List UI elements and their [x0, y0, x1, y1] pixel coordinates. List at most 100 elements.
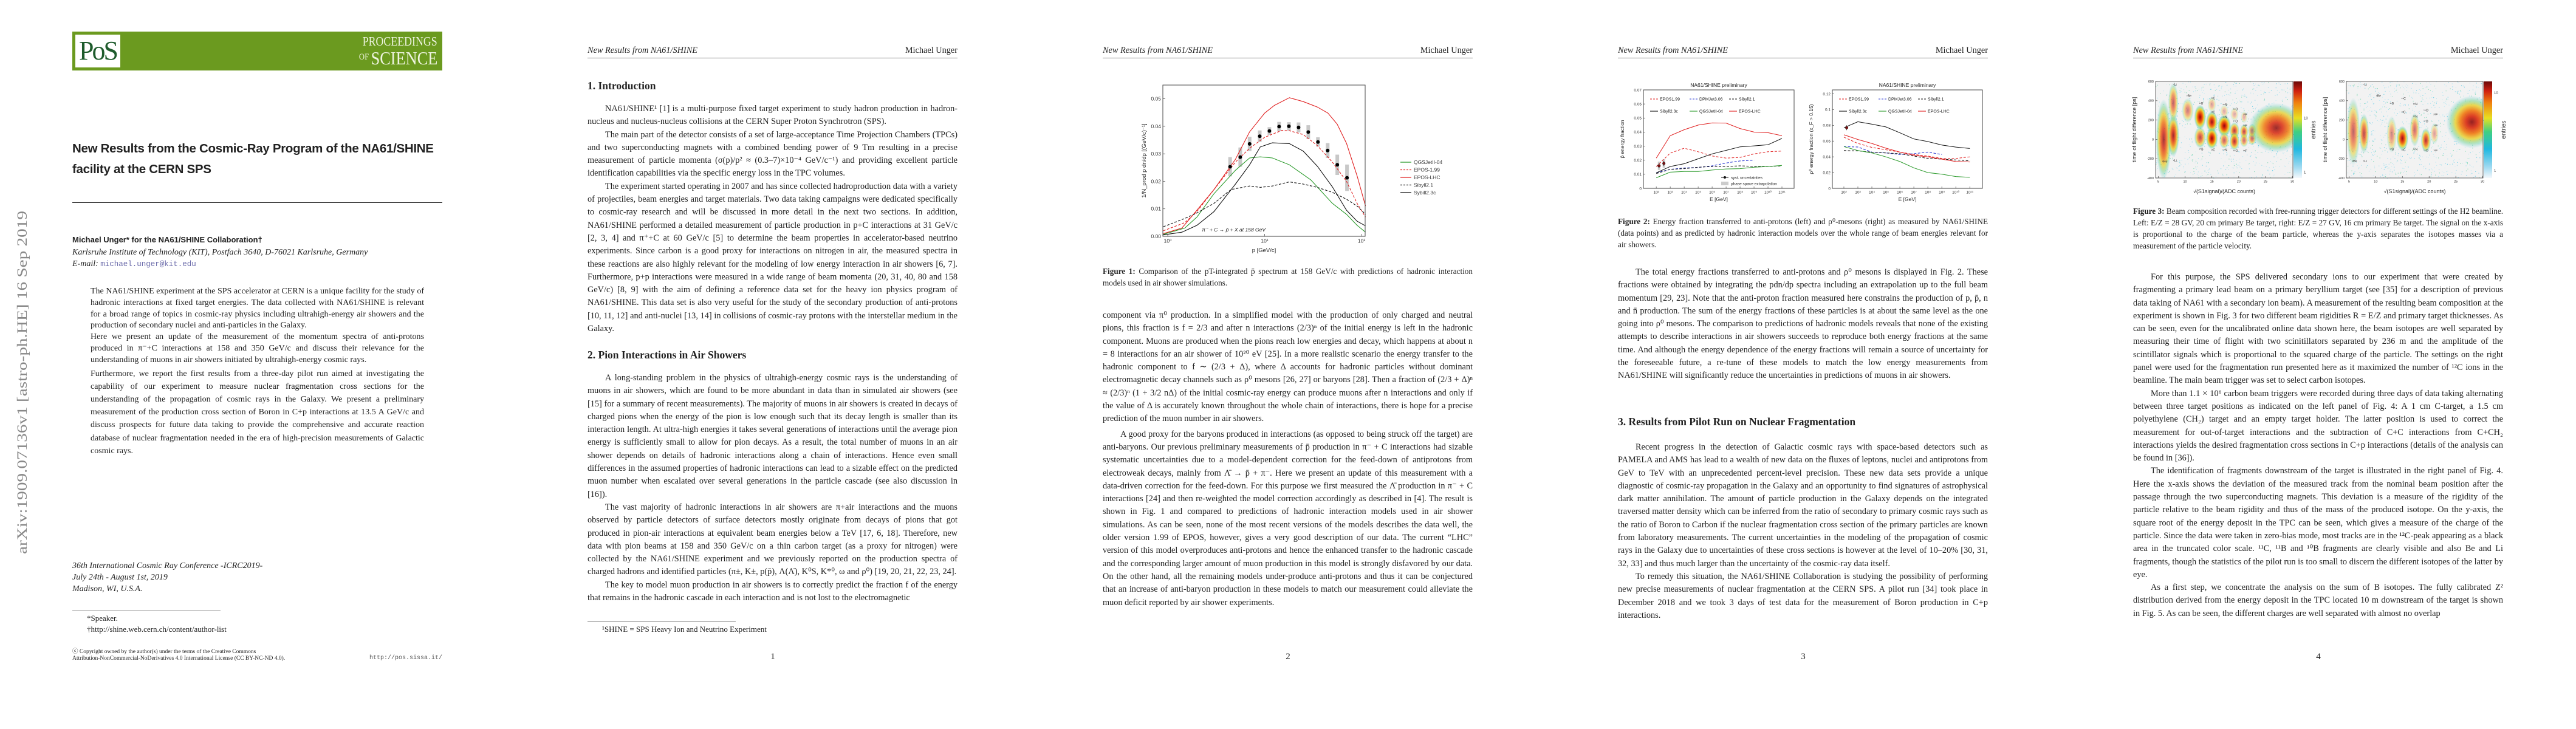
histogram-bin [2222, 174, 2224, 176]
logo-proceedings: PROCEEDINGS [363, 34, 437, 49]
histogram-bin [2371, 159, 2372, 160]
histogram-bin [2252, 106, 2253, 107]
colorbar [2293, 81, 2302, 178]
histogram-bin [2281, 89, 2283, 91]
series-line-epos-lhc [1163, 97, 1366, 234]
isotope-cluster [2230, 107, 2239, 122]
histogram-bin [2433, 104, 2434, 106]
histogram-bin [2207, 111, 2208, 112]
histogram-bin [2257, 104, 2258, 106]
conference-name: 36th International Cosmic Ray Conference… [72, 561, 263, 570]
histogram-bin [2403, 81, 2405, 83]
histogram-bin [2436, 103, 2437, 104]
histogram-bin [2429, 163, 2430, 165]
histogram-bin [2435, 152, 2436, 153]
histogram-bin [2258, 84, 2259, 86]
histogram-bin [2380, 135, 2381, 136]
histogram-bin [2476, 157, 2478, 158]
histogram-bin [2371, 152, 2372, 154]
histogram-bin [2456, 151, 2458, 152]
y-tick-label: -200 [2147, 157, 2154, 161]
series-line-epos-lhc [1656, 122, 1783, 159]
running-head-title: New Results from NA61/SHINE [2133, 46, 2243, 55]
histogram-bin [2372, 149, 2373, 150]
caption-label: Figure 2: [1618, 217, 1650, 226]
histogram-bin [2401, 160, 2402, 162]
page-3: New Results from NA61/SHINE Michael Unge… [1030, 0, 1546, 729]
histogram-bin [2409, 123, 2410, 125]
pos-url-link[interactable]: http://pos.sissa.it/ [369, 655, 442, 662]
histogram-bin [2253, 111, 2254, 112]
histogram-bin [2382, 106, 2383, 108]
histogram-bin [2249, 168, 2250, 169]
footnote-author-list-link[interactable]: †http://shine.web.cern.ch/content/author… [87, 625, 227, 634]
email-link[interactable]: michael.unger@kit.edu [100, 260, 196, 269]
histogram-bin [2202, 156, 2204, 157]
arxiv-stamp[interactable]: arXiv:1909.07136v1 [astro-ph.HE] 16 Sep … [9, 207, 33, 559]
histogram-bin [2354, 84, 2355, 86]
arxiv-id[interactable]: arXiv:1909.07136v1 [astro-ph.HE] 16 Sep … [15, 211, 30, 554]
histogram-bin [2368, 95, 2369, 97]
histogram-bin [2432, 91, 2433, 92]
histogram-bin [2420, 101, 2422, 102]
legend-label: Sibyll2.3c [1849, 110, 1867, 114]
histogram-bin [2387, 168, 2388, 169]
plot-frame [1643, 89, 1795, 189]
data-point [1297, 125, 1301, 129]
histogram-bin [2453, 101, 2454, 103]
clusters [2156, 82, 2293, 178]
histogram-bin [2421, 127, 2422, 128]
histogram-bin [2250, 92, 2252, 94]
histogram-bin [2245, 151, 2246, 152]
histogram-bin [2196, 169, 2197, 170]
page-4-text: The total energy fractions transferred t… [1618, 266, 1988, 383]
x-tick-label: 20 [2427, 180, 2431, 184]
histogram-bin [2475, 92, 2476, 94]
series-line-sibyll2-3c [1656, 138, 1783, 173]
data-point [1306, 130, 1310, 134]
isotope-label: ¹⁶N [2222, 103, 2227, 107]
isotope-cluster [2420, 128, 2431, 153]
paragraph: component via π⁰ production. In a simpli… [1103, 310, 1473, 424]
y-tick-label: 0.12 [1823, 92, 1831, 97]
isotope-cluster [2182, 98, 2194, 123]
chart-title: NA61/SHINE preliminary [1690, 82, 1747, 88]
histogram-bin [2267, 162, 2269, 163]
isotope-label: ⁶He [2352, 160, 2357, 163]
histogram-bin [2369, 94, 2371, 95]
histogram-bin [2442, 114, 2444, 115]
author-line: Michael Unger* for the NA61/SHINE Collab… [72, 235, 262, 244]
x-tick-label: 10³ [1855, 191, 1861, 195]
abstract-paragraph: Furthermore, we report the first results… [91, 369, 424, 456]
histogram-bin [2179, 160, 2180, 162]
histogram-bin [2377, 120, 2378, 121]
isotope-label: ⁹Be [2187, 94, 2191, 98]
y-axis-label: time of flight difference [ps] [2131, 97, 2137, 162]
data-point [1228, 165, 1232, 169]
histogram-bin [2182, 83, 2184, 84]
section-heading-introduction: 1. Introduction [587, 80, 656, 92]
histogram-bin [2363, 109, 2365, 111]
histogram-bin [2230, 148, 2232, 149]
histogram-bin [2456, 143, 2458, 145]
histogram-bin [2412, 149, 2413, 151]
isotope-cluster [2194, 104, 2207, 130]
isotope-cluster [2219, 104, 2229, 118]
histogram-bin [2239, 101, 2241, 103]
histogram-bin [2451, 86, 2453, 87]
histogram-bin [2381, 123, 2382, 125]
x-tick-label: 10⁸ [1925, 191, 1931, 195]
y-tick-label: 0.04 [1823, 155, 1831, 159]
y-tick-label: 0.03 [1634, 145, 1642, 149]
isotope-label: ¹⁸O [2424, 109, 2428, 112]
histogram-bin [2371, 111, 2372, 112]
plot-background [1832, 90, 1982, 188]
histogram-bin [2272, 170, 2273, 171]
legend-label: EPOS1.99 [1849, 98, 1869, 102]
histogram-bin [2276, 154, 2277, 156]
histogram-bin [2385, 166, 2386, 168]
isotope-label: ¹⁰B [2199, 148, 2204, 152]
histogram-bin [2411, 157, 2412, 158]
series-line-dpmjet3-06 [1843, 146, 1942, 155]
isotope-label: ⁷Li [2363, 83, 2367, 87]
